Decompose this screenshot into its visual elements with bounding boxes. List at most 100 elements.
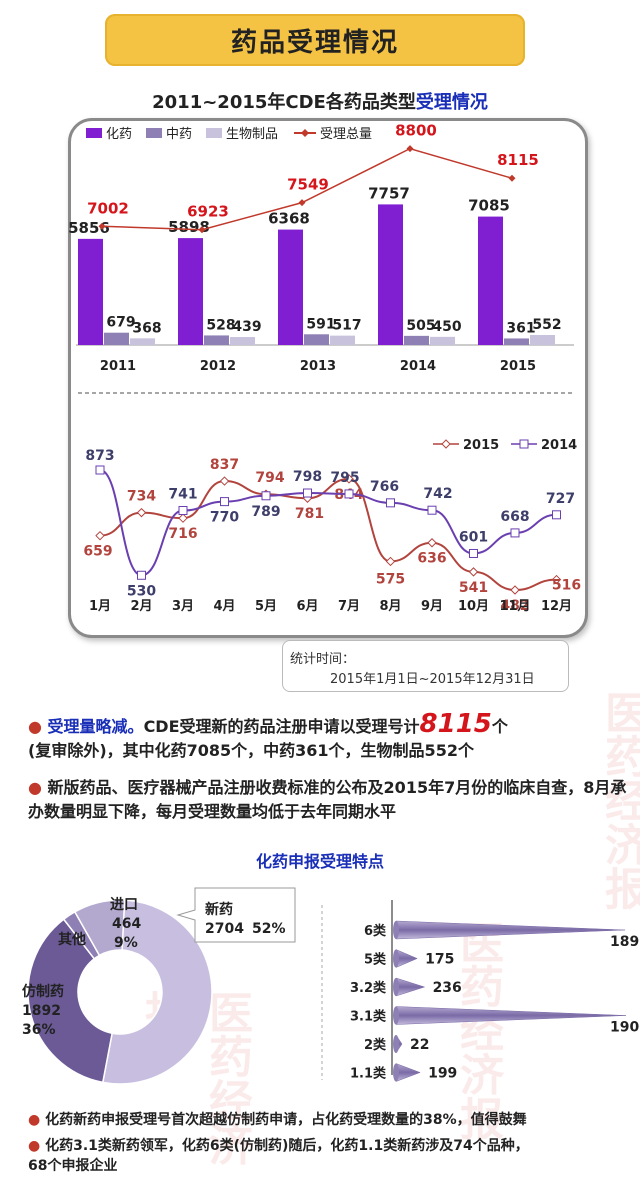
point-value-label: 781: [295, 506, 324, 522]
point-value-label: 668: [500, 509, 529, 525]
x-tick-label: 2012: [200, 359, 236, 374]
legend-marker: [441, 439, 451, 449]
point-value-label: 873: [85, 448, 114, 464]
footer-bullet-2-text-cont: 68个申报企业: [28, 1158, 118, 1174]
legend-swatch: [86, 128, 102, 138]
point-value-label: 798: [293, 469, 322, 485]
total-value-label: 6923: [187, 203, 229, 221]
cone-base: [393, 1006, 399, 1025]
point-value-label: 837: [210, 457, 239, 473]
drug-class-bar-chart: 6类 1893 5类 175 3.2类 236 3.1类 1900 2类 22 1.1类 199: [321, 900, 640, 1082]
total-line-point: [98, 222, 106, 230]
bar-value-label: 439: [232, 319, 261, 335]
y-tick-label: 2类: [364, 1037, 387, 1053]
point-2014: [469, 548, 478, 558]
total-value-label: 7549: [287, 176, 329, 194]
legend-label: 2015: [463, 438, 499, 453]
bar-生物制品: [530, 334, 555, 345]
bar-value-label: 517: [332, 318, 361, 334]
bullet-dot: ●: [28, 717, 42, 736]
y-tick-label: 5类: [364, 952, 387, 968]
slice-percent: 36%: [22, 1022, 56, 1038]
cone-base: [393, 1063, 399, 1082]
stat-period-label: 统计时间：: [290, 652, 356, 667]
footer-bullet-2-text: 化药3.1类新药领军，化药6类(仿制药)随后，化药1.1类新药涉及74个品种，: [45, 1138, 529, 1154]
bar-value-label: 5856: [68, 219, 110, 237]
bullet-dot: ●: [28, 778, 42, 797]
slice-value: 2704: [205, 921, 244, 937]
cone-base: [393, 921, 399, 939]
chart1-title: 2011~2015年CDE各药品类型受理情况: [0, 88, 640, 114]
point-2015: [178, 513, 188, 523]
bar-value-label: 450: [432, 319, 461, 335]
stat-period-range: 2015年1月1日~2015年12月31日: [330, 672, 535, 687]
bar-value-label: 5898: [168, 218, 210, 236]
point-2014: [220, 497, 229, 507]
donut-slice-仿制药: [27, 918, 114, 1084]
bar-value-label: 175: [425, 952, 454, 968]
bar-value-label: 236: [433, 980, 462, 996]
bar-中药: [504, 338, 529, 345]
total-value-label: 8115: [497, 151, 539, 169]
y-tick-label: 3.2类: [350, 980, 387, 996]
bullet-1-lead: 受理量略减。: [47, 717, 144, 736]
bar-生物制品: [430, 336, 455, 345]
point-2014: [303, 488, 312, 498]
donut-slice-进口: [73, 899, 126, 957]
bar-value-label: 1893: [610, 934, 640, 950]
point-2015: [468, 567, 479, 577]
point-2015: [136, 507, 147, 518]
cone-bar: [395, 977, 426, 997]
legend-label: 生物制品: [226, 127, 278, 142]
bar-化药: [278, 229, 303, 345]
point-2015: [510, 585, 520, 595]
bullet-2: ● 新版药品、医疗器械产品注册收费标准的公布及2015年7月份的临床自查，8月承…: [28, 776, 628, 824]
cone-bar: [395, 949, 418, 968]
point-2014: [261, 491, 271, 501]
point-value-label: 727: [546, 491, 575, 507]
x-tick-label: 2013: [300, 359, 336, 374]
bullet-dot: ●: [28, 1138, 41, 1154]
x-tick-label: 5月: [255, 599, 277, 614]
watermark: 医药经济报: [452, 920, 503, 1140]
footer-bullet-1: ● 化药新药申报受理号首次超越仿制药申请，占化药受理数量的38%，值得鼓舞: [28, 1110, 638, 1130]
cone-bar: [395, 1063, 421, 1082]
slice-label: 新药: [205, 901, 233, 918]
slice-percent: 52%: [252, 921, 286, 937]
slice-value: 464: [112, 916, 141, 932]
callout-box: [176, 887, 296, 943]
point-2014: [178, 506, 188, 516]
bar-中药: [204, 335, 229, 345]
total-line-point: [198, 226, 206, 234]
point-value-label: 541: [459, 580, 488, 596]
legend-label: 化药: [106, 127, 132, 142]
bar-value-label: 6368: [268, 210, 310, 228]
point-2014: [552, 510, 561, 520]
y-tick-label: 3.1类: [350, 1009, 387, 1025]
point-2015: [95, 530, 105, 541]
point-value-label: 716: [168, 526, 197, 542]
point-2014: [95, 465, 105, 475]
bar-生物制品: [330, 335, 355, 345]
footer-bullet-2: ● 化药3.1类新药领军，化药6类(仿制药)随后，化药1.1类新药涉及74个品种…: [28, 1136, 638, 1176]
x-tick-label: 2014: [400, 359, 436, 374]
bullet-2-text: 新版药品、医疗器械产品注册收费标准的公布及2015年7月份的临床自查，8月承办数…: [28, 778, 627, 821]
bar-value-label: 199: [428, 1066, 457, 1082]
point-value-label: 795: [330, 470, 359, 486]
slice-percent: 9%: [114, 935, 138, 951]
point-2014: [386, 498, 395, 508]
x-tick-label: 4月: [213, 599, 235, 614]
point-value-label: 575: [376, 571, 405, 587]
bar-value-label: 7757: [368, 184, 410, 202]
legend-marker: [519, 439, 529, 449]
bar-value-label: 505: [406, 318, 435, 334]
legend-label: 2014: [541, 438, 577, 453]
x-tick-label: 7月: [338, 599, 360, 614]
bar-化药: [78, 238, 103, 345]
slice-label: 其他: [58, 931, 86, 948]
bar-生物制品: [130, 338, 155, 345]
cone-base: [393, 978, 399, 996]
legend-label: 中药: [166, 127, 192, 142]
chemical-drug-donut-chart: 新药 2704 52% 仿制药 1892 36% 其他 进口 464 9%: [22, 887, 296, 1085]
bar-value-label: 368: [132, 320, 161, 336]
